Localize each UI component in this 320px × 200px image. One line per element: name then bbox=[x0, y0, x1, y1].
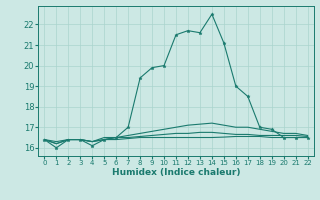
X-axis label: Humidex (Indice chaleur): Humidex (Indice chaleur) bbox=[112, 168, 240, 177]
